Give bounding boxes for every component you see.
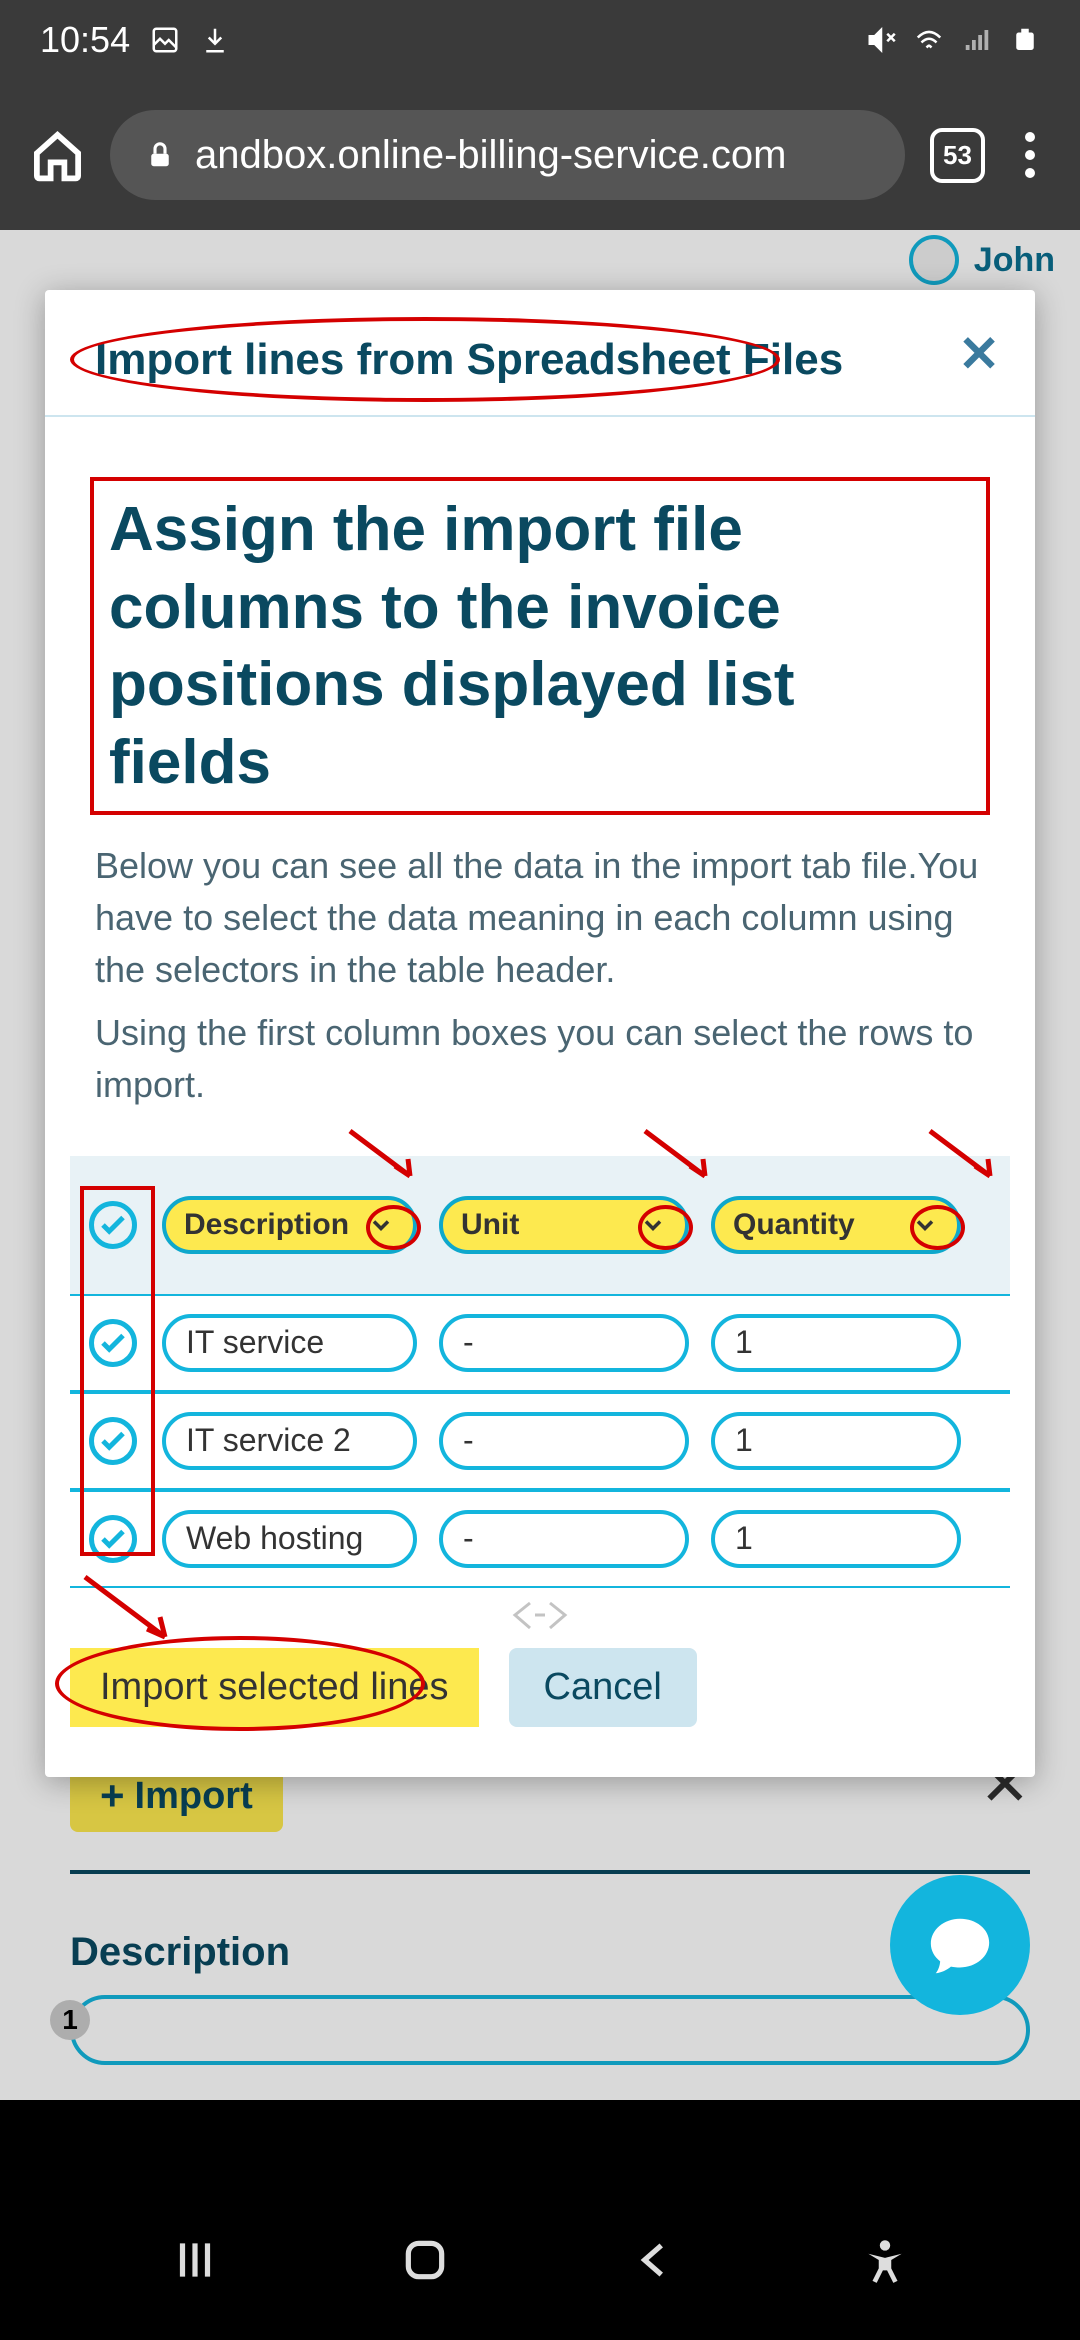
modal-buttons: Import selected lines Cancel: [70, 1648, 1010, 1737]
browser-menu-icon[interactable]: [1010, 132, 1050, 178]
body-text-1: Below you can see all the data in the im…: [70, 840, 1010, 997]
back-icon[interactable]: [630, 2235, 680, 2285]
user-name: John: [974, 241, 1055, 280]
lock-icon: [145, 140, 175, 170]
modal-header: Import lines from Spreadsheet Files ✕: [45, 290, 1035, 417]
select-all-checkbox[interactable]: [89, 1201, 137, 1249]
import-selected-button[interactable]: Import selected lines: [70, 1648, 479, 1727]
home-nav-icon[interactable]: [400, 2235, 450, 2285]
divider: [70, 1870, 1030, 1874]
cancel-button[interactable]: Cancel: [509, 1648, 697, 1727]
table-header-row: Description Unit Quantity: [70, 1156, 1010, 1294]
nav-bar: [0, 2180, 1080, 2340]
cell-unit: -: [439, 1412, 689, 1470]
image-icon: [150, 25, 180, 55]
modal-close-icon[interactable]: ✕: [958, 325, 1000, 383]
cell-unit: -: [439, 1314, 689, 1372]
modal-title: Import lines from Spreadsheet Files: [95, 335, 843, 385]
cell-quantity: 1: [711, 1412, 961, 1470]
column-select-description[interactable]: Description: [162, 1196, 417, 1254]
row-checkbox[interactable]: [89, 1319, 137, 1367]
body-text-2: Using the first column boxes you can sel…: [70, 1007, 1010, 1111]
wifi-icon: [914, 25, 944, 55]
chat-bubble-icon[interactable]: [890, 1875, 1030, 2015]
home-icon[interactable]: [30, 128, 85, 183]
download-icon: [200, 25, 230, 55]
accessibility-icon[interactable]: [860, 2235, 910, 2285]
url-bar[interactable]: andbox.online-billing-service.com: [110, 110, 905, 200]
tab-count[interactable]: 53: [930, 128, 985, 183]
browser-bar: andbox.online-billing-service.com 53: [0, 80, 1080, 230]
status-bar: 10:54: [0, 0, 1080, 80]
table-row: IT service 2 - 1: [70, 1392, 1010, 1490]
table-row: IT service - 1: [70, 1294, 1010, 1392]
chevron-down-icon: [911, 1211, 939, 1239]
cell-quantity: 1: [711, 1314, 961, 1372]
description-label: Description: [70, 1930, 1030, 1975]
column-select-unit[interactable]: Unit: [439, 1196, 689, 1254]
signal-icon: [962, 25, 992, 55]
cell-quantity: 1: [711, 1510, 961, 1568]
cell-unit: -: [439, 1510, 689, 1568]
modal-body: Assign the import file columns to the in…: [45, 417, 1035, 1777]
recents-icon[interactable]: [170, 2235, 220, 2285]
main-heading: Assign the import file columns to the in…: [90, 477, 990, 815]
cell-description: IT service 2: [162, 1412, 417, 1470]
table-row: Web hosting - 1: [70, 1490, 1010, 1588]
import-modal: Import lines from Spreadsheet Files ✕ As…: [45, 290, 1035, 1777]
status-time: 10:54: [40, 19, 130, 61]
row-number: 1: [50, 2000, 90, 2040]
chevron-down-icon: [639, 1211, 667, 1239]
row-checkbox[interactable]: [89, 1515, 137, 1563]
scroll-hint-icon: [70, 1588, 1010, 1643]
chevron-down-icon: [367, 1211, 395, 1239]
content-area: John + Import ✕ 1 Description Unit - Qua…: [0, 230, 1080, 2100]
url-text: andbox.online-billing-service.com: [195, 133, 786, 178]
avatar: [909, 235, 959, 285]
row-checkbox[interactable]: [89, 1417, 137, 1465]
column-select-quantity[interactable]: Quantity: [711, 1196, 961, 1254]
cell-description: IT service: [162, 1314, 417, 1372]
mute-icon: [866, 25, 896, 55]
description-input[interactable]: [70, 1995, 1030, 2065]
cell-description: Web hosting: [162, 1510, 417, 1568]
import-table: Description Unit Quantity: [70, 1156, 1010, 1588]
battery-icon: [1010, 25, 1040, 55]
